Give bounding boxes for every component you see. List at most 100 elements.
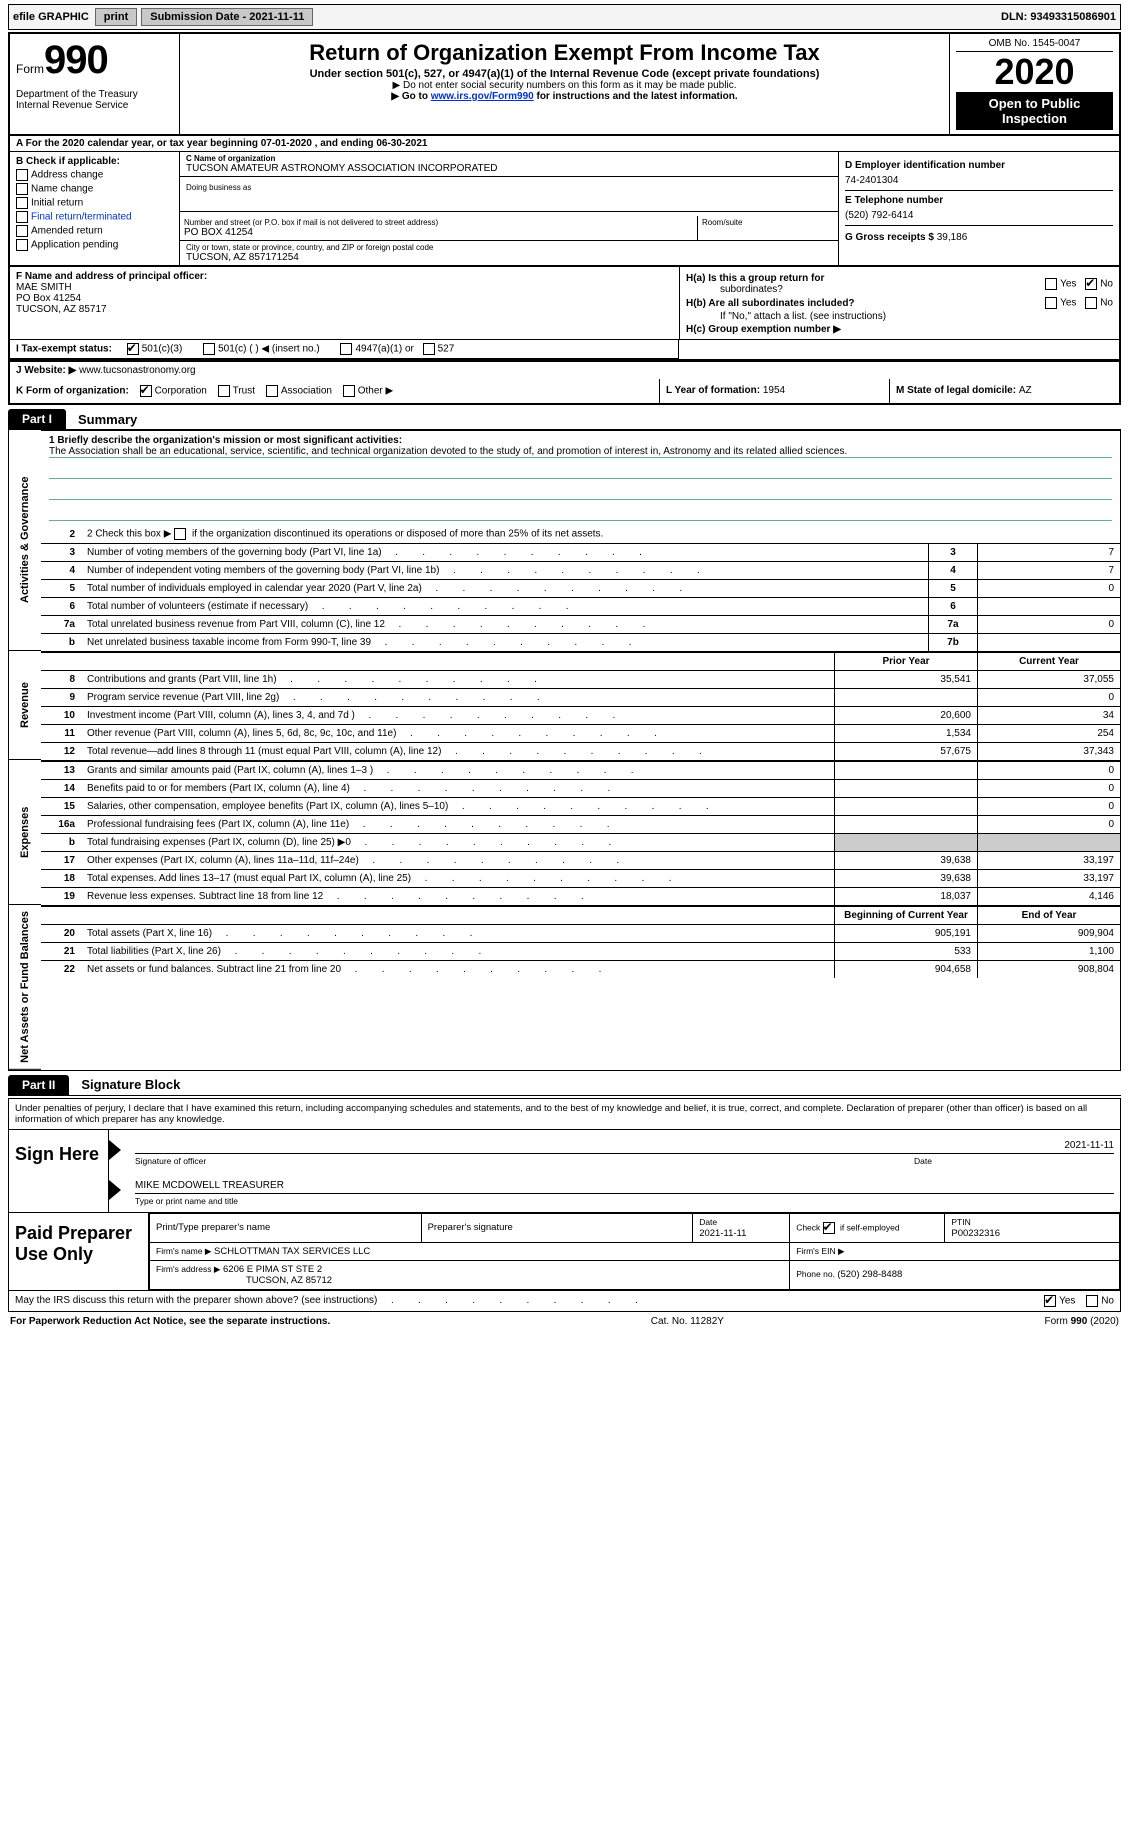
chk-corp[interactable] — [140, 385, 152, 397]
lbl-other: Other ▶ — [358, 386, 393, 397]
l-val: 1954 — [763, 385, 785, 396]
officer-name: MAE SMITH — [16, 282, 673, 293]
dln-label: DLN: 93493315086901 — [1001, 11, 1116, 23]
instr-link[interactable]: www.irs.gov/Form990 — [431, 91, 534, 102]
vlabel-expenses: Expenses — [9, 760, 41, 905]
date-label: Date — [914, 1156, 1114, 1166]
discuss-no-lbl: No — [1101, 1295, 1114, 1306]
part-i-tab: Part I — [8, 409, 66, 429]
hb-note: If "No," attach a list. (see instruction… — [720, 311, 1113, 322]
form-number: 990 — [44, 38, 108, 83]
lbl-pending: Application pending — [31, 240, 118, 251]
omb-number: OMB No. 1545-0047 — [956, 38, 1113, 52]
row-j: J Website: ▶ www.tucsonastronomy.org — [8, 361, 1121, 379]
room-hdr: Room/suite — [702, 218, 834, 227]
city-hdr: City or town, state or province, country… — [186, 243, 832, 252]
website-val: www.tucsonastronomy.org — [79, 365, 196, 376]
print-button[interactable]: print — [95, 8, 137, 26]
form-header: Form 990 Department of the Treasury Inte… — [8, 32, 1121, 136]
firm-addr-hdr: Firm's address ▶ — [156, 1264, 220, 1274]
lbl-assoc: Association — [281, 386, 332, 397]
pt-date: 2021-11-11 — [699, 1228, 746, 1239]
hb-no[interactable] — [1085, 297, 1097, 309]
chk-name[interactable] — [16, 183, 28, 195]
chk-amended[interactable] — [16, 225, 28, 237]
hdr-current: Current Year — [978, 653, 1121, 671]
discuss-yes-lbl: Yes — [1059, 1295, 1075, 1306]
chk-other[interactable] — [343, 385, 355, 397]
firm-phone-hdr: Phone no. — [796, 1269, 837, 1279]
lbl-name: Name change — [31, 184, 93, 195]
part-ii-tab: Part II — [8, 1075, 69, 1095]
chk-4947[interactable] — [340, 343, 352, 355]
ha-no[interactable] — [1085, 278, 1097, 290]
street-val: PO BOX 41254 — [184, 227, 693, 238]
summary-body: Activities & Governance 1 Briefly descri… — [8, 430, 1121, 1071]
chk-trust[interactable] — [218, 385, 230, 397]
i-label: I Tax-exempt status: — [16, 344, 112, 355]
sign-here-label: Sign Here — [9, 1130, 109, 1212]
lbl-amended: Amended return — [31, 226, 103, 237]
page-footer: For Paperwork Reduction Act Notice, see … — [8, 1312, 1121, 1331]
hdr-prior: Prior Year — [835, 653, 978, 671]
pt-date-hdr: Date — [699, 1217, 717, 1227]
chk-final[interactable] — [16, 211, 28, 223]
form-title: Return of Organization Exempt From Incom… — [186, 40, 943, 66]
block-bcd: B Check if applicable: Address change Na… — [8, 152, 1121, 267]
discuss-yes[interactable] — [1044, 1295, 1056, 1307]
e-hdr: E Telephone number — [845, 195, 1113, 206]
efile-label: efile GRAPHIC — [13, 11, 89, 23]
footer-mid: Cat. No. 11282Y — [651, 1316, 724, 1327]
pt-name-hdr: Print/Type preparer's name — [150, 1213, 422, 1242]
part-i-header: Part I Summary — [8, 409, 1121, 430]
type-label: Type or print name and title — [135, 1196, 1114, 1206]
ptin-hdr: PTIN — [951, 1217, 970, 1227]
l-label: L Year of formation: — [666, 385, 763, 396]
hb-label: H(b) Are all subordinates included? — [686, 298, 855, 309]
lbl-527: 527 — [438, 344, 455, 355]
chk-501c3[interactable] — [127, 343, 139, 355]
firm-phone: (520) 298-8488 — [837, 1269, 902, 1280]
chk-discontinued[interactable] — [174, 528, 186, 540]
part-ii-header: Part II Signature Block — [8, 1075, 1121, 1096]
submission-date: Submission Date - 2021-11-11 — [141, 8, 313, 26]
f-hdr: F Name and address of principal officer: — [16, 271, 673, 282]
revenue-table: Prior YearCurrent Year 8Contributions an… — [41, 652, 1120, 760]
chk-501c[interactable] — [203, 343, 215, 355]
row-i: I Tax-exempt status: 501(c)(3) 501(c) ( … — [8, 339, 1121, 361]
governance-table: 22 Check this box ▶ if the organization … — [41, 525, 1120, 651]
phone-val: (520) 792-6414 — [845, 210, 1113, 221]
lbl-initial: Initial return — [31, 198, 83, 209]
chk-initial[interactable] — [16, 197, 28, 209]
paid-preparer-label: Paid Preparer Use Only — [9, 1213, 149, 1290]
caret-icon — [109, 1140, 121, 1160]
d-hdr: D Employer identification number — [845, 160, 1113, 171]
chk-self-employed[interactable] — [823, 1222, 835, 1234]
discuss-no[interactable] — [1086, 1295, 1098, 1307]
hb-yes-lbl: Yes — [1060, 298, 1076, 309]
hc-label: H(c) Group exemption number ▶ — [686, 324, 1113, 335]
chk-pending[interactable] — [16, 239, 28, 251]
chk-assoc[interactable] — [266, 385, 278, 397]
form-subtitle: Under section 501(c), 527, or 4947(a)(1)… — [186, 68, 943, 80]
chk-address[interactable] — [16, 169, 28, 181]
vlabel-net: Net Assets or Fund Balances — [9, 905, 41, 1070]
officer-addr1: PO Box 41254 — [16, 293, 673, 304]
footer-right: Form 990 (2020) — [1045, 1316, 1119, 1327]
q2b: if the organization discontinued its ope… — [192, 529, 603, 540]
lbl-corp: Corporation — [155, 386, 207, 397]
q1-label: 1 Briefly describe the organization's mi… — [49, 435, 1112, 446]
ha-yes[interactable] — [1045, 278, 1057, 290]
ha-label2: subordinates? — [720, 284, 783, 295]
form-word: Form — [16, 62, 44, 76]
chk-527[interactable] — [423, 343, 435, 355]
ha-no-lbl: No — [1100, 279, 1113, 290]
hb-yes[interactable] — [1045, 297, 1057, 309]
q2a: 2 Check this box ▶ — [87, 529, 171, 540]
lbl-501c: 501(c) ( ) ◀ (insert no.) — [218, 344, 320, 355]
j-label: J Website: ▶ — [16, 365, 76, 376]
firm-name-hdr: Firm's name ▶ — [156, 1246, 211, 1256]
g-val: 39,186 — [937, 232, 968, 243]
dept-treasury: Department of the Treasury — [16, 89, 173, 100]
tax-year: 2020 — [956, 54, 1113, 90]
